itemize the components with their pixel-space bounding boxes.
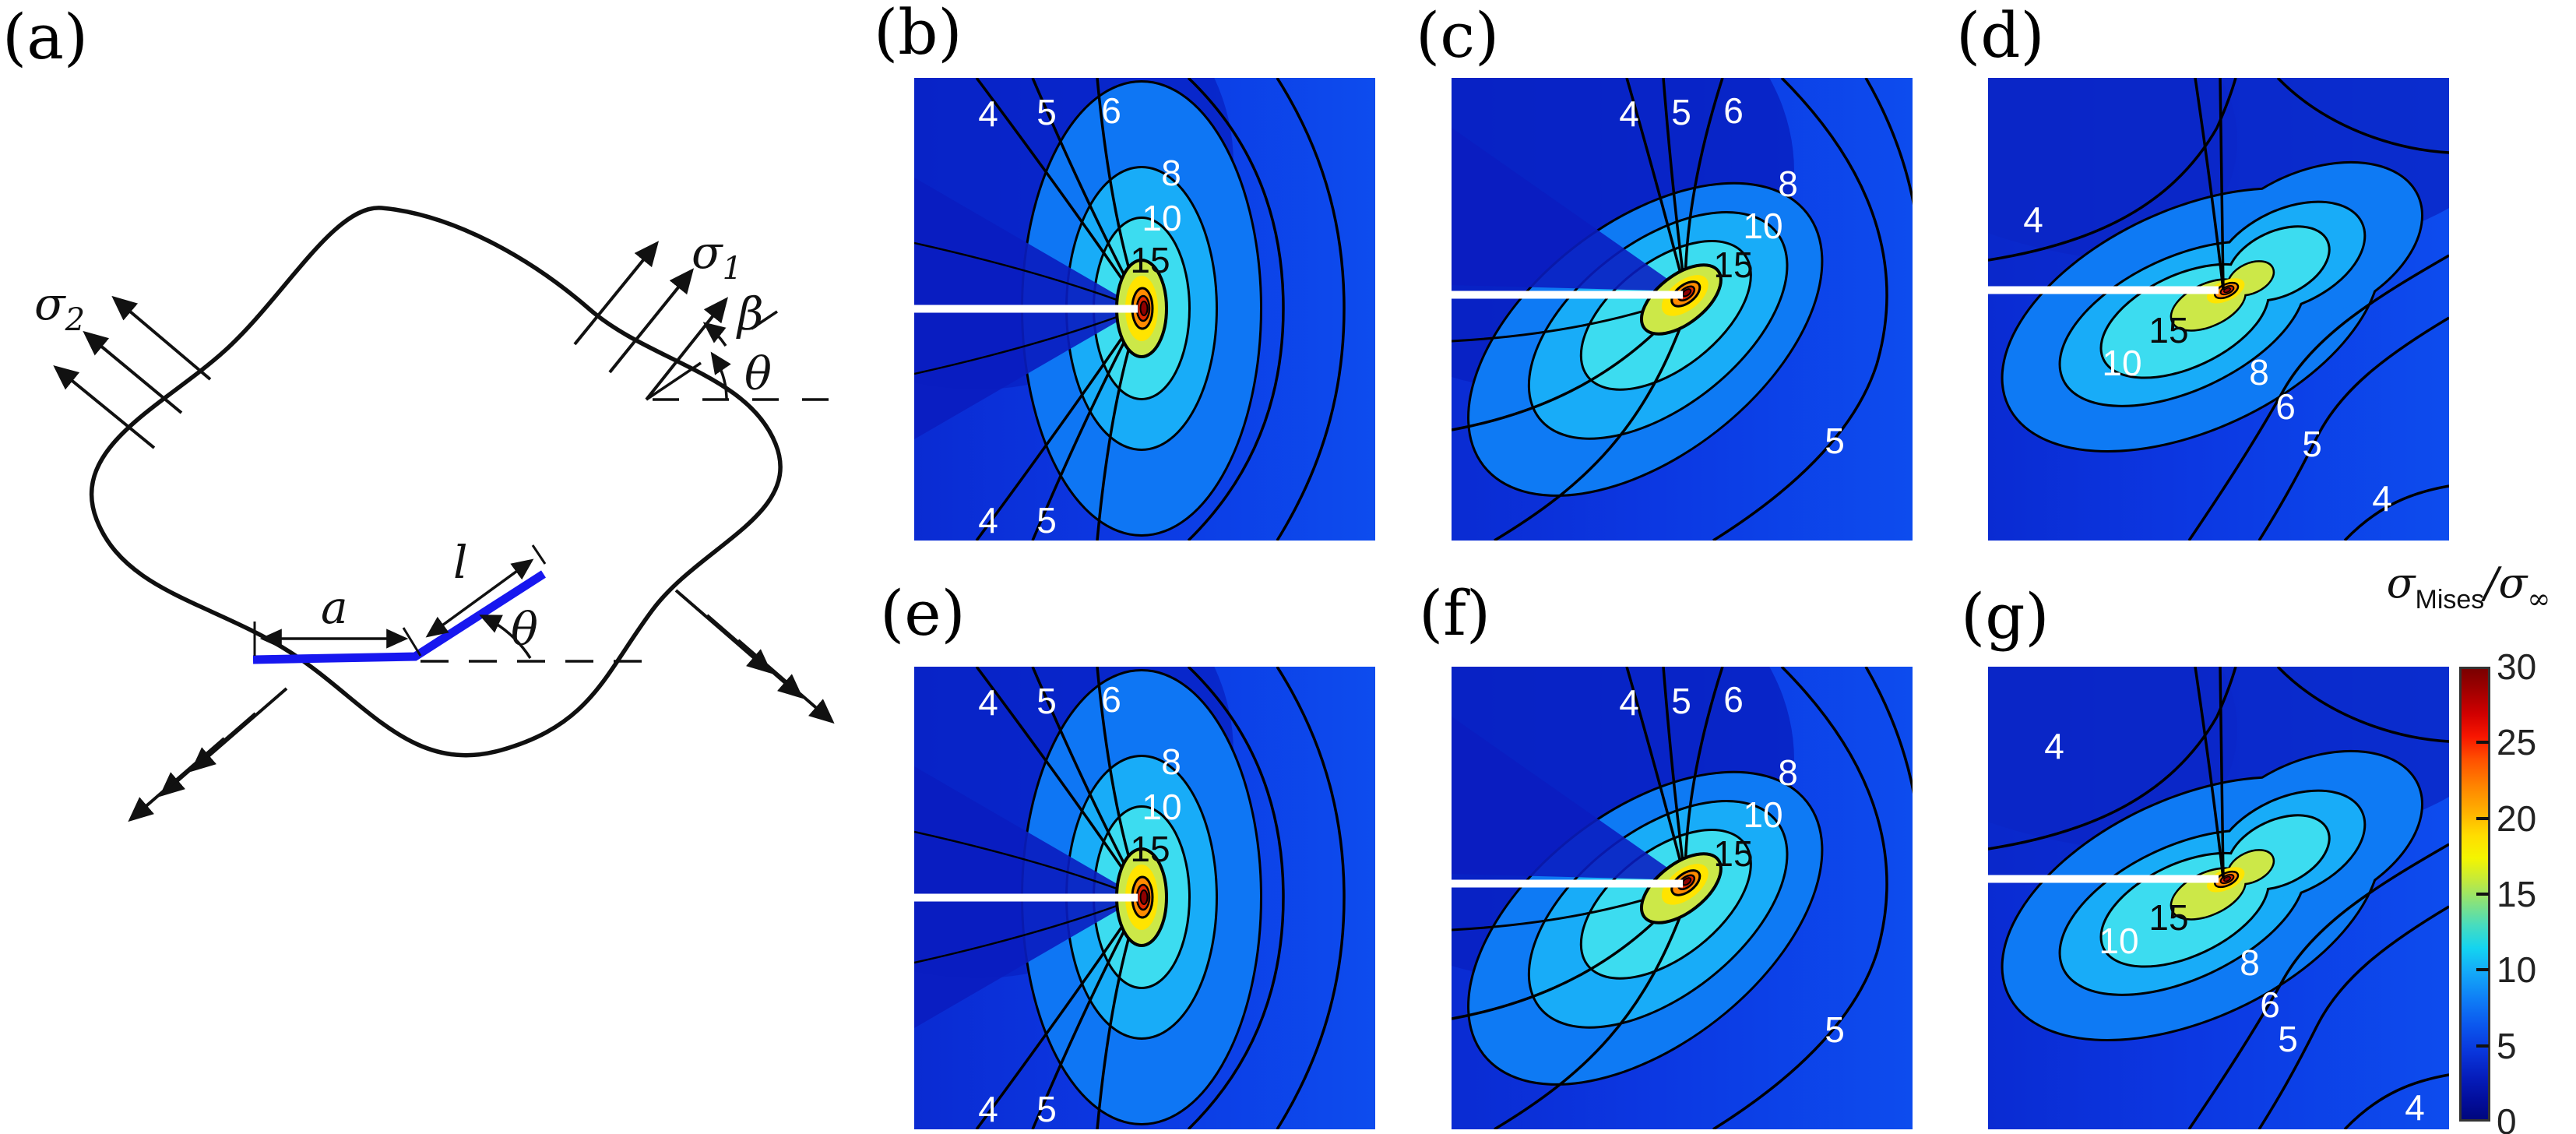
contour-label: 10	[1743, 206, 1782, 246]
colorbar-title: σMises/σ∞	[2386, 558, 2551, 615]
sigma1-label: σ1	[692, 226, 742, 287]
contour-panel-c: 4 5 6 8 10 15 5	[1452, 78, 1913, 541]
dimension-l	[425, 544, 547, 638]
colorbar-tick-label: 25	[2497, 722, 2537, 762]
contour-label: 8	[1778, 164, 1798, 204]
theta-kink-label: θ	[511, 603, 538, 656]
contour-label: 6	[2260, 984, 2280, 1025]
plate-outline	[89, 206, 783, 758]
contour-label: 15	[2148, 310, 2188, 350]
contour-label: 8	[1161, 153, 1181, 193]
contour-label: 10	[1142, 198, 1181, 238]
a-label: a	[321, 581, 348, 634]
contour-label: 4	[2023, 199, 2043, 240]
contour-label: 15	[1130, 829, 1170, 869]
contour-label: 6	[1723, 90, 1744, 131]
contour-label: 4	[978, 500, 998, 541]
panel-letter-b: (b)	[874, 0, 962, 69]
panel-letter-a: (a)	[2, 1, 89, 73]
panel-letter-e: (e)	[880, 577, 966, 650]
theta-load-label: θ	[744, 347, 772, 400]
colorbar-tick	[2476, 741, 2489, 744]
contour-panel-f: 4 5 6 8 10 15 5	[1452, 667, 1913, 1129]
contour-label: 5	[1036, 92, 1057, 132]
contour-panel-e: 4 5 6 8 10 15 4 5	[914, 667, 1375, 1129]
contour-label: 4	[2372, 478, 2392, 519]
contour-panel-g: 4 15 10 8 6 5 4	[1988, 667, 2449, 1129]
bottom-left-arrows	[128, 687, 288, 822]
contour-label: 10	[1743, 794, 1782, 835]
contour-label: 15	[1713, 833, 1753, 874]
colorbar-tick	[2476, 968, 2489, 971]
contour-label: 5	[2302, 424, 2322, 464]
contour-label: 5	[1825, 421, 1845, 461]
contour-label: 6	[1101, 90, 1121, 131]
contour-label: 8	[1161, 741, 1181, 782]
dimension-a	[253, 622, 422, 657]
contour-label: 4	[978, 682, 998, 723]
colorbar-tick-label: 20	[2497, 798, 2537, 839]
colorbar-tick-label: 15	[2497, 874, 2537, 914]
beta-label: β	[736, 287, 764, 340]
contour-label: 5	[1036, 500, 1057, 541]
sigma2-arrows	[53, 295, 212, 449]
contour-label: 6	[1101, 679, 1121, 720]
contour-label: 5	[1671, 681, 1691, 721]
l-label: l	[453, 536, 468, 589]
contour-label: 5	[1036, 1089, 1057, 1129]
colorbar-tick-label: 10	[2497, 949, 2537, 990]
contour-panel-b: 4 5 6 8 10 15 4 5	[914, 78, 1375, 541]
panel-letter-f: (f)	[1419, 577, 1491, 650]
contour-label: 8	[2240, 942, 2260, 983]
bottom-right-arrows	[674, 589, 835, 724]
contour-label: 6	[1723, 679, 1744, 720]
colorbar-tick	[2476, 893, 2489, 896]
colorbar-tick-label: 30	[2497, 646, 2537, 687]
contour-panel-d: 4 10 15 8 6 5 4	[1988, 78, 2449, 541]
contour-label: 8	[1778, 752, 1798, 793]
contour-label: 10	[2102, 343, 2141, 383]
contour-label: 4	[978, 1089, 998, 1129]
contour-label: 4	[2044, 726, 2064, 766]
contour-label: 6	[2275, 386, 2296, 427]
contour-label: 10	[2099, 921, 2138, 961]
contour-label: 15	[1713, 245, 1753, 285]
sigma1-arrows	[573, 241, 837, 401]
colorbar-tick-label: 5	[2497, 1026, 2517, 1066]
schematic-panel: σ2 σ1 β θ a l θ	[34, 206, 837, 822]
contour-label: 4	[1619, 93, 1639, 134]
contour-label: 8	[2249, 352, 2269, 393]
colorbar-tick	[2476, 1044, 2489, 1048]
contour-label: 5	[1825, 1009, 1845, 1050]
panel-letter-d: (d)	[1956, 0, 2045, 72]
colorbar-tick	[2476, 817, 2489, 820]
contour-label: 15	[1130, 240, 1170, 280]
contour-label: 4	[2405, 1087, 2425, 1128]
colorbar-tick-label: 0	[2497, 1101, 2517, 1134]
contour-label: 5	[1036, 681, 1057, 721]
contour-label: 15	[2148, 897, 2188, 938]
contour-label: 10	[1142, 787, 1181, 827]
contour-label: 4	[978, 93, 998, 134]
panel-letter-g: (g)	[1961, 580, 2050, 653]
panel-letter-c: (c)	[1416, 0, 1500, 72]
sigma2-label: σ2	[34, 277, 85, 338]
contour-label: 5	[2278, 1019, 2298, 1059]
contour-label: 5	[1671, 92, 1691, 132]
contour-label: 4	[1619, 682, 1639, 723]
